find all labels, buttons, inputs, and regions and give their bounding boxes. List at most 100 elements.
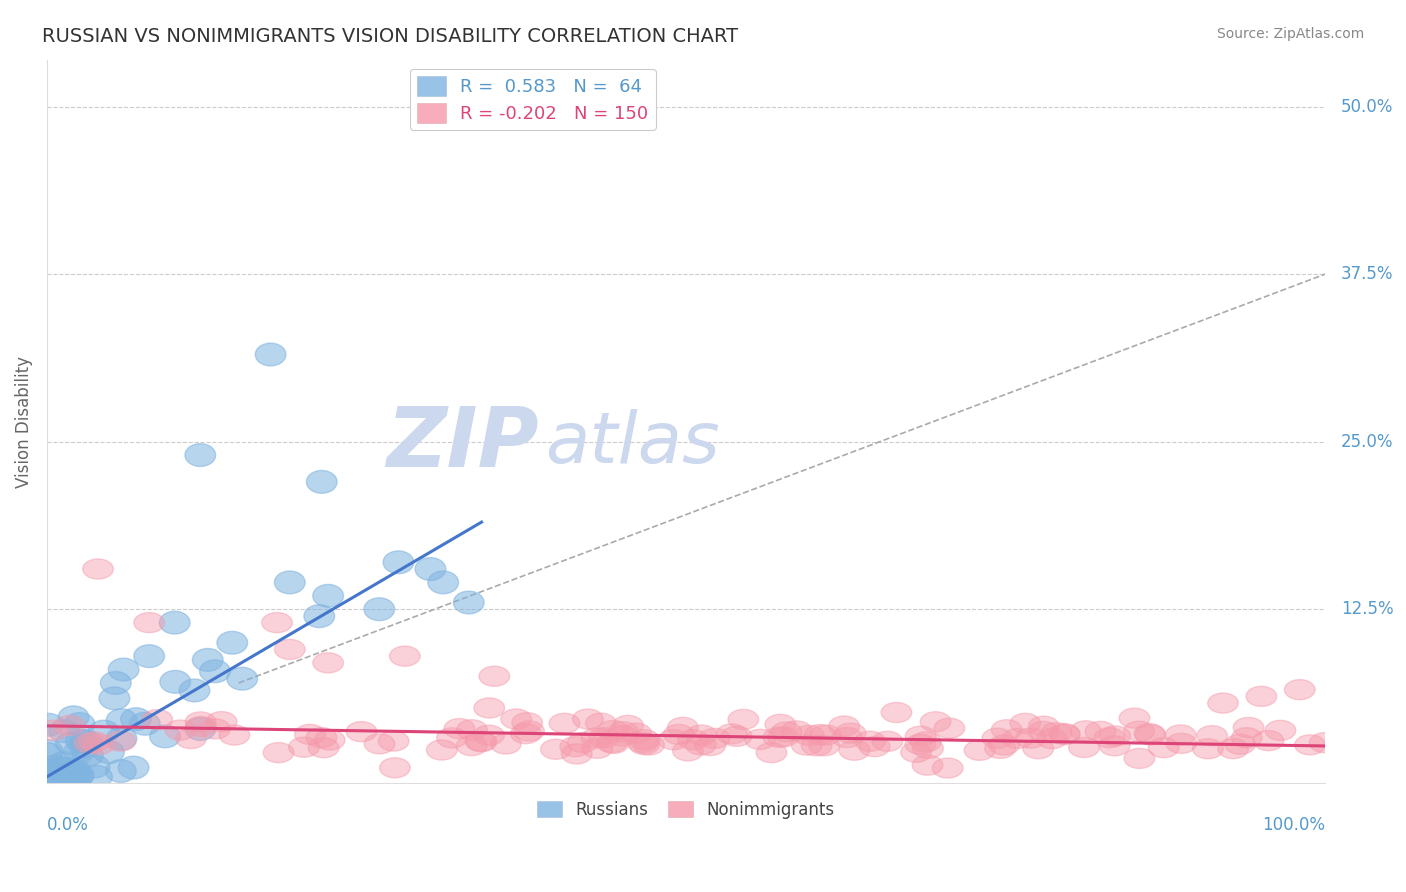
Ellipse shape [613,715,644,736]
Ellipse shape [1192,739,1223,759]
Ellipse shape [1232,728,1263,747]
Ellipse shape [540,739,571,759]
Ellipse shape [832,727,862,747]
Ellipse shape [572,709,603,729]
Ellipse shape [179,679,209,702]
Ellipse shape [98,687,129,710]
Ellipse shape [49,752,79,774]
Ellipse shape [598,733,628,754]
Ellipse shape [835,723,866,743]
Ellipse shape [686,735,716,755]
Ellipse shape [186,716,217,737]
Ellipse shape [467,731,496,752]
Ellipse shape [912,739,943,758]
Ellipse shape [346,722,377,741]
Ellipse shape [882,703,912,723]
Ellipse shape [1135,725,1166,745]
Ellipse shape [427,571,458,594]
Text: 25.0%: 25.0% [1341,433,1393,450]
Ellipse shape [678,730,709,750]
Ellipse shape [1123,748,1154,769]
Ellipse shape [65,713,94,735]
Ellipse shape [804,724,835,745]
Ellipse shape [627,732,658,753]
Ellipse shape [828,716,859,736]
Ellipse shape [465,731,496,751]
Text: 12.5%: 12.5% [1341,600,1393,618]
Ellipse shape [1099,736,1130,756]
Ellipse shape [49,720,80,743]
Ellipse shape [810,725,841,745]
Ellipse shape [118,756,149,779]
Ellipse shape [768,727,799,747]
Ellipse shape [1166,733,1197,754]
Ellipse shape [932,758,963,778]
Text: ZIP: ZIP [387,403,538,483]
Ellipse shape [105,731,136,751]
Ellipse shape [793,725,824,746]
Ellipse shape [312,584,343,607]
Ellipse shape [457,736,486,756]
Ellipse shape [226,667,257,690]
Ellipse shape [274,571,305,594]
Text: atlas: atlas [546,409,720,478]
Ellipse shape [859,737,890,756]
Ellipse shape [1225,734,1256,755]
Ellipse shape [550,714,579,733]
Ellipse shape [763,727,794,747]
Ellipse shape [1123,722,1154,741]
Ellipse shape [658,730,689,749]
Ellipse shape [1049,724,1080,745]
Ellipse shape [63,740,94,764]
Ellipse shape [160,671,191,693]
Ellipse shape [872,731,903,751]
Ellipse shape [699,728,730,748]
Ellipse shape [745,730,775,749]
Ellipse shape [304,605,335,628]
Ellipse shape [479,666,509,686]
Ellipse shape [1024,739,1053,759]
Ellipse shape [560,737,591,756]
Ellipse shape [83,734,114,755]
Ellipse shape [782,721,811,741]
Ellipse shape [1010,714,1040,733]
Ellipse shape [1028,716,1059,736]
Ellipse shape [165,720,195,740]
Ellipse shape [1309,732,1340,753]
Ellipse shape [426,740,457,760]
Ellipse shape [1233,717,1264,738]
Ellipse shape [808,736,839,756]
Ellipse shape [134,645,165,667]
Ellipse shape [728,709,759,730]
Ellipse shape [107,709,136,731]
Ellipse shape [39,763,70,785]
Ellipse shape [695,736,725,756]
Ellipse shape [792,735,823,756]
Text: 100.0%: 100.0% [1263,816,1326,834]
Ellipse shape [1197,725,1227,746]
Ellipse shape [839,740,870,760]
Ellipse shape [512,713,543,733]
Ellipse shape [100,672,131,694]
Ellipse shape [307,470,337,493]
Ellipse shape [256,343,285,366]
Ellipse shape [984,739,1015,758]
Ellipse shape [1036,729,1067,748]
Ellipse shape [1015,728,1046,748]
Ellipse shape [1049,723,1080,744]
Ellipse shape [628,734,659,755]
Ellipse shape [62,765,93,789]
Ellipse shape [295,724,325,745]
Ellipse shape [1002,729,1033,748]
Ellipse shape [263,743,294,763]
Ellipse shape [621,723,651,743]
Ellipse shape [582,739,613,758]
Ellipse shape [159,611,190,634]
Ellipse shape [1246,686,1277,706]
Ellipse shape [561,744,592,764]
Ellipse shape [988,735,1019,755]
Ellipse shape [1094,728,1125,747]
Ellipse shape [664,724,695,745]
Ellipse shape [200,719,231,739]
Ellipse shape [108,658,139,681]
